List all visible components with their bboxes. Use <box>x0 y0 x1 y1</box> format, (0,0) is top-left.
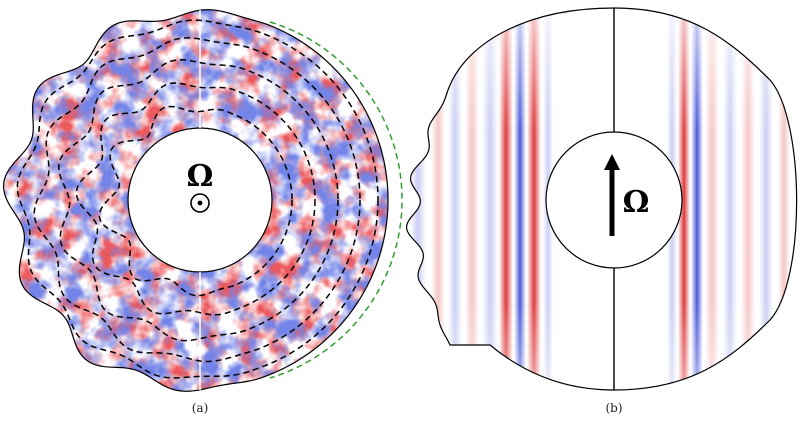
vertical-band <box>759 8 773 390</box>
vertical-band <box>410 8 426 390</box>
vertical-band <box>705 8 719 390</box>
vertical-band <box>448 8 462 390</box>
vertical-band <box>465 8 479 390</box>
contour-line <box>58 59 339 342</box>
panel-b-caption: (b) <box>605 401 622 415</box>
panel-a-outer-boundary <box>2 9 389 392</box>
vertical-band <box>741 8 755 390</box>
vertical-band <box>691 8 703 390</box>
panel-a-inner-boundary <box>127 127 273 273</box>
contour-line <box>33 37 361 363</box>
panel-a-omega-label: Ω <box>187 159 214 194</box>
vertical-band <box>499 8 513 390</box>
panel-a: Ω <box>2 9 403 392</box>
contour-line-outer <box>269 21 403 379</box>
panel-b-outer-boundary <box>405 7 798 391</box>
contour-line <box>75 82 316 316</box>
panel-a-caption: (a) <box>192 401 209 415</box>
vertical-band <box>482 8 498 390</box>
vertical-band <box>723 8 737 390</box>
panel-b: Ω <box>405 7 798 391</box>
panel-b-omega-label: Ω <box>623 185 650 220</box>
vertical-band <box>678 8 690 390</box>
circled-dot-icon <box>190 193 210 213</box>
vertical-band <box>431 8 445 390</box>
vertical-band <box>527 8 541 390</box>
vertical-band <box>778 8 790 390</box>
vertical-band <box>514 8 526 390</box>
contour-line <box>98 105 293 297</box>
panel-a-contours <box>16 19 403 379</box>
up-arrow-icon <box>604 154 620 236</box>
